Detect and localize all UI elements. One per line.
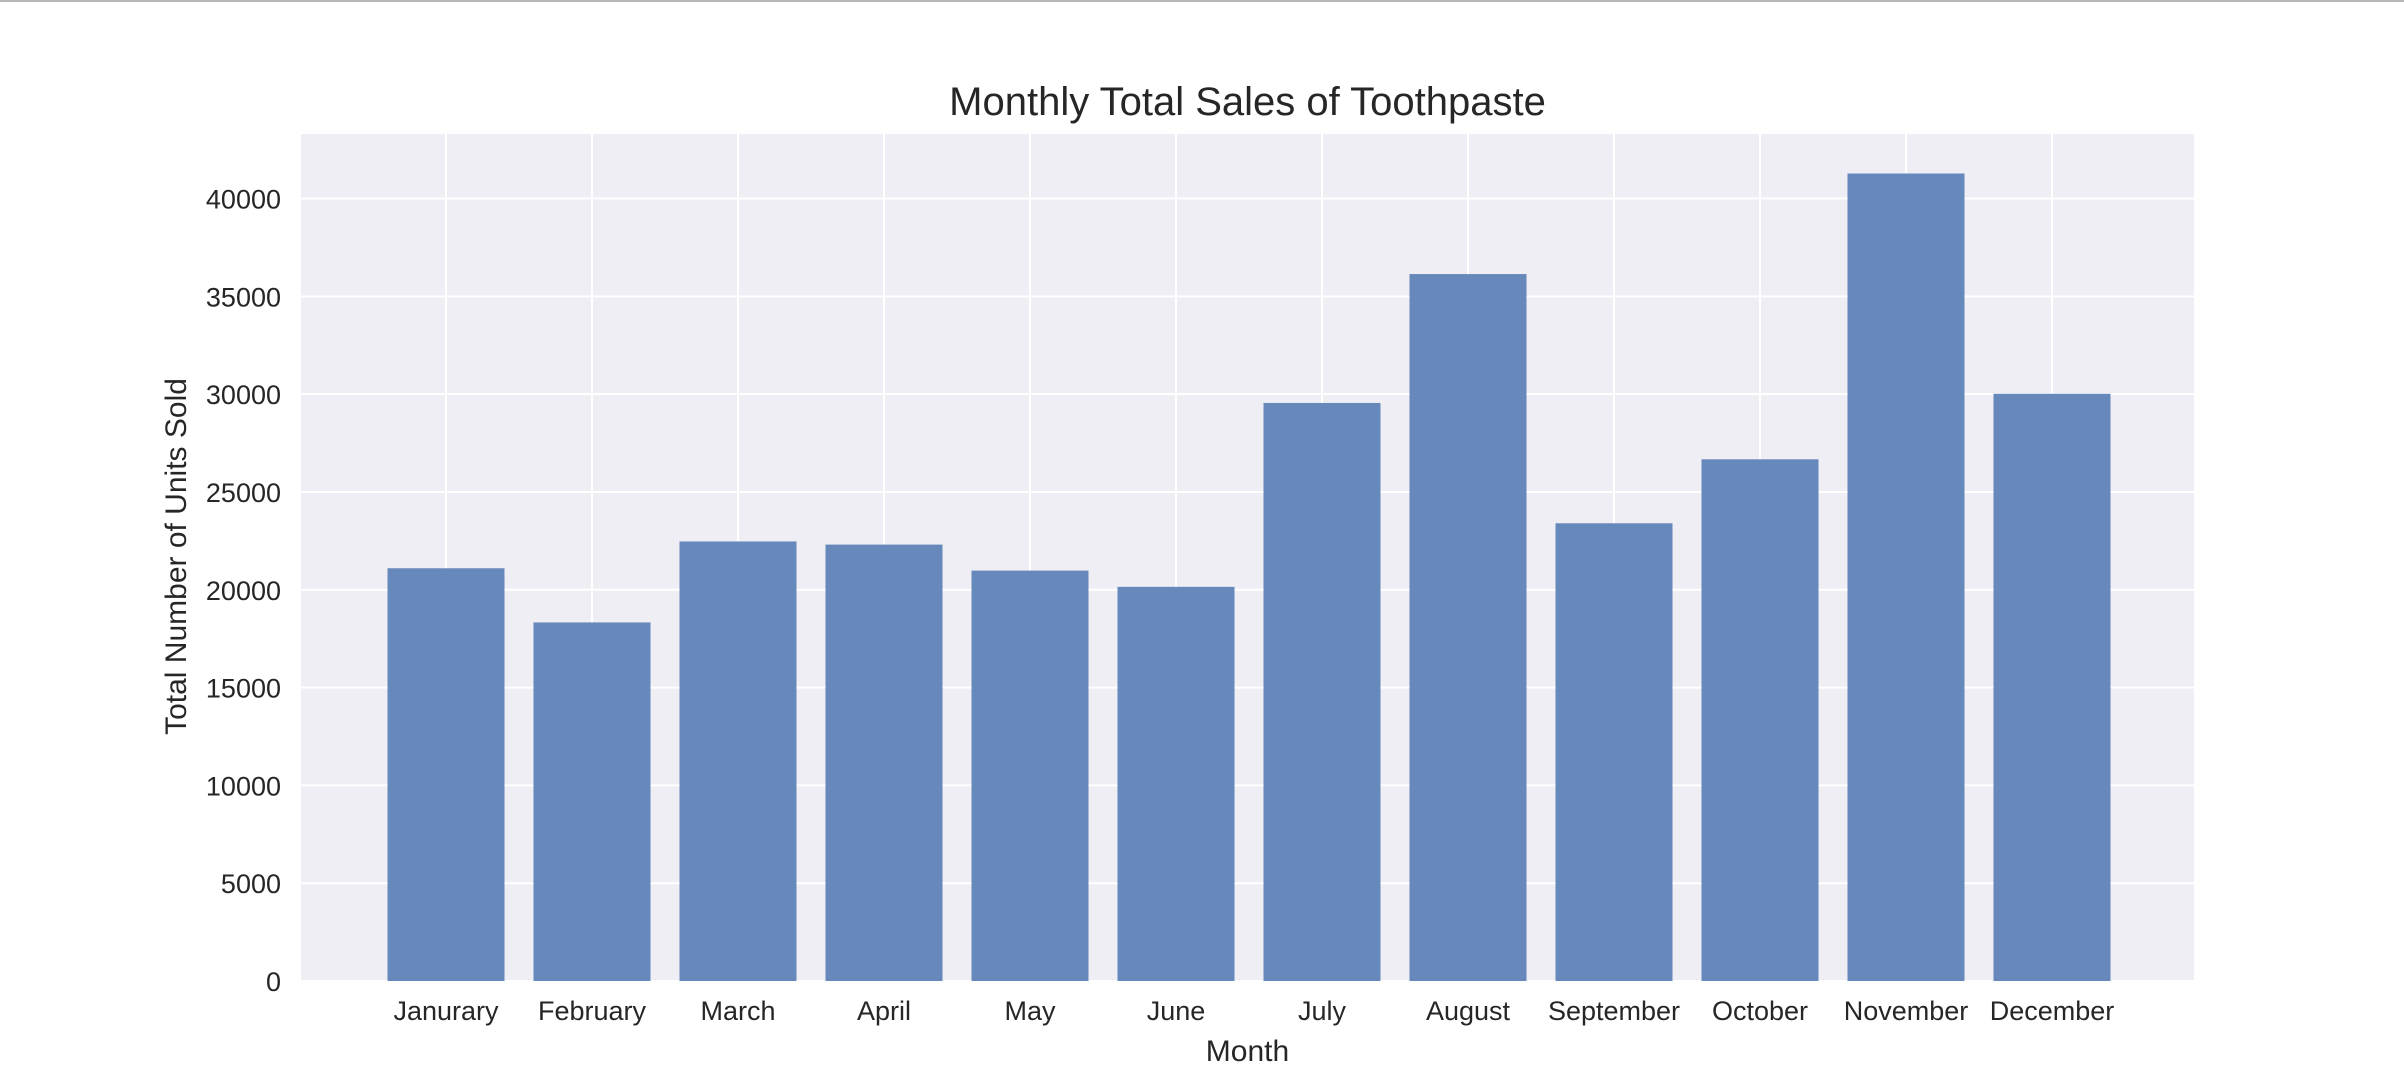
bar-december xyxy=(1993,393,2111,982)
y-tick-label: 35000 xyxy=(206,282,281,312)
x-tick-label: October xyxy=(1712,996,1808,1026)
bar-november xyxy=(1847,173,1965,982)
bar-september xyxy=(1555,523,1673,981)
bars xyxy=(387,173,2111,982)
x-tick-label: May xyxy=(1004,996,1056,1026)
bar-june xyxy=(1117,586,1235,981)
bar-march xyxy=(679,541,797,981)
bar-may xyxy=(971,570,1089,981)
y-tick-label: 5000 xyxy=(221,869,281,899)
y-axis-label: Total Number of Units Sold xyxy=(160,378,193,735)
chart-title: Monthly Total Sales of Toothpaste xyxy=(949,80,1546,124)
y-tick-label: 30000 xyxy=(206,380,281,410)
x-tick-label: December xyxy=(1990,996,2115,1026)
x-tick-label: April xyxy=(857,996,911,1026)
y-tick-label: 0 xyxy=(266,967,281,997)
x-tick-label: February xyxy=(538,996,647,1026)
x-tick-labels: Janurary February March April May June July Aug… xyxy=(393,996,2114,1026)
x-tick-label: June xyxy=(1147,996,1206,1026)
bar-janurary xyxy=(387,568,505,981)
bar-october xyxy=(1701,459,1819,982)
bar-april xyxy=(825,544,943,981)
x-tick-label: August xyxy=(1426,996,1511,1026)
x-tick-label: July xyxy=(1298,996,1347,1026)
x-axis-label: Month xyxy=(1206,1035,1289,1068)
x-tick-label: November xyxy=(1844,996,1969,1026)
x-tick-label: September xyxy=(1548,996,1680,1026)
bar-july xyxy=(1263,402,1381,981)
bar-february xyxy=(533,622,651,981)
y-tick-label: 15000 xyxy=(206,674,281,704)
y-tick-label: 25000 xyxy=(206,478,281,508)
y-tick-label: 40000 xyxy=(206,185,281,215)
x-tick-label: March xyxy=(700,996,775,1026)
y-tick-label: 20000 xyxy=(206,576,281,606)
x-tick-label: Janurary xyxy=(393,996,499,1026)
y-tick-labels: 0 5000 10000 15000 20000 25000 30000 35000 40000 xyxy=(206,185,281,997)
window-top-border xyxy=(0,0,2404,2)
y-tick-label: 10000 xyxy=(206,771,281,801)
bar-august xyxy=(1409,274,1527,981)
